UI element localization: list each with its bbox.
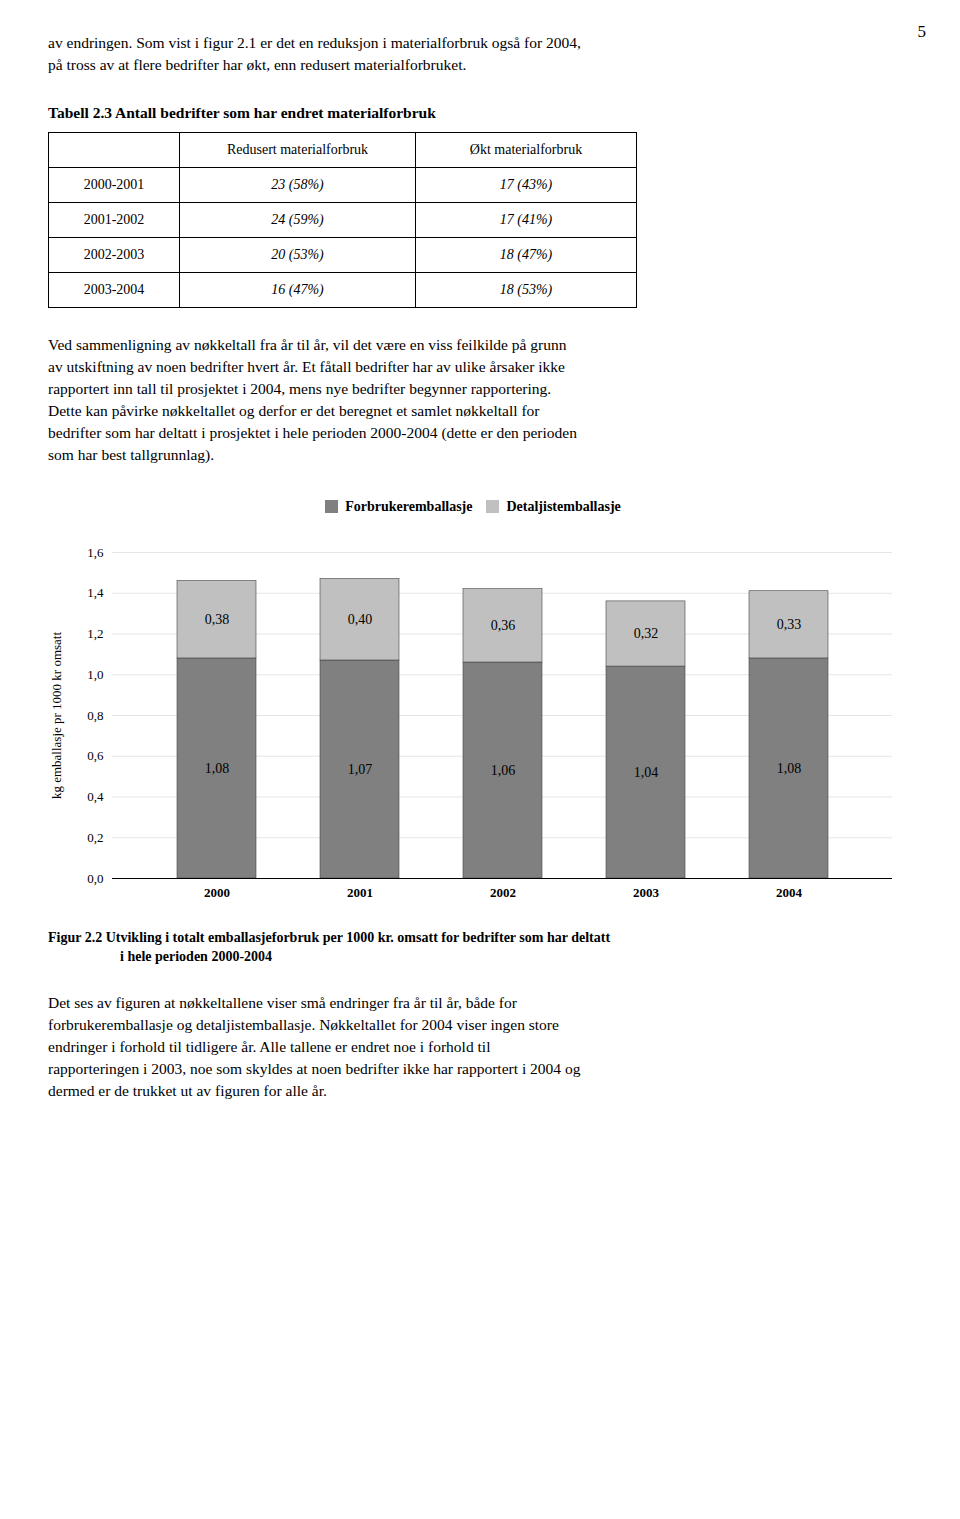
- svg-text:2000: 2000: [204, 885, 230, 900]
- svg-text:2003: 2003: [633, 885, 660, 900]
- html-text:2000-2001: 2000-2001: [83, 177, 145, 192]
- svg-text:0,40: 0,40: [348, 612, 373, 627]
- svg-text:1,06: 1,06: [491, 763, 516, 778]
- html-text:av utskiftning av noen bedrift: av utskiftning av noen bedrifter hvert å…: [48, 358, 565, 375]
- html-text:som har best tallgrunnlag).: som har best tallgrunnlag).: [48, 446, 215, 463]
- html-text:Dette kan påvirke nøkkeltallet: Dette kan påvirke nøkkeltallet og derfor…: [48, 402, 540, 419]
- html-text:17 (41%): 17 (41%): [499, 212, 553, 227]
- html-text:Tabell 2.3 Antall bedrifter so: Tabell 2.3 Antall bedrifter som har endr…: [48, 104, 436, 121]
- svg-text:2001: 2001: [347, 885, 373, 900]
- svg-text:0,0: 0,0: [87, 871, 103, 886]
- svg-text:2004: 2004: [776, 885, 803, 900]
- html-text:2001-2002: 2001-2002: [83, 212, 145, 227]
- svg-text:0,6: 0,6: [87, 748, 104, 763]
- svg-text:kg emballasje pr 1000 kr omsat: kg emballasje pr 1000 kr omsatt: [49, 632, 64, 800]
- svg-text:1,2: 1,2: [87, 626, 103, 641]
- html-text:på tross av at flere bedrifter: på tross av at flere bedrifter har økt, …: [48, 56, 467, 73]
- html-text:Det ses av figuren at nøkkelta: Det ses av figuren at nøkkeltallene vise…: [48, 994, 517, 1011]
- html-text:Økt materialforbruk: Økt materialforbruk: [469, 142, 583, 157]
- svg-text:1,6: 1,6: [87, 545, 104, 560]
- html-text:dermed er de trukket ut av fig: dermed er de trukket ut av figuren for a…: [48, 1082, 327, 1099]
- html-text:endringer i forhold til tidlig: endringer i forhold til tidligere år. Al…: [48, 1038, 491, 1055]
- html-text:24 (59%): 24 (59%): [271, 212, 324, 227]
- html-text:av endringen. Som vist i figur: av endringen. Som vist i figur 2.1 er de…: [48, 34, 581, 51]
- html-text:Ved sammenligning av nøkkeltal: Ved sammenligning av nøkkeltall fra år t…: [48, 336, 567, 353]
- html-text:Redusert materialforbruk: Redusert materialforbruk: [226, 142, 369, 157]
- html-text:5: 5: [917, 22, 926, 41]
- html-text:16 (47%): 16 (47%): [271, 282, 324, 297]
- svg-text:0,36: 0,36: [491, 618, 516, 633]
- html-text:20 (53%): 20 (53%): [271, 247, 324, 262]
- html-text:2002-2003: 2002-2003: [83, 247, 145, 262]
- html-text:Forbrukeremballasje: Forbrukeremballasje: [345, 498, 473, 514]
- html-text:17 (43%): 17 (43%): [499, 177, 553, 192]
- svg-text:1,08: 1,08: [777, 761, 802, 776]
- svg-text:0,32: 0,32: [634, 626, 659, 641]
- svg-text:0,4: 0,4: [87, 789, 104, 804]
- svg-text:1,08: 1,08: [205, 761, 230, 776]
- html-text:18 (53%): 18 (53%): [499, 282, 553, 297]
- html-text:2003-2004: 2003-2004: [83, 282, 145, 297]
- html-text:18 (47%): 18 (47%): [499, 247, 553, 262]
- html-text:23 (58%): 23 (58%): [271, 177, 324, 192]
- html-text:i hele perioden 2000-2004: i hele perioden 2000-2004: [120, 949, 272, 964]
- svg-text:1,4: 1,4: [87, 585, 104, 600]
- svg-text:2002: 2002: [490, 885, 516, 900]
- html-text:Figur 2.2 Utvikling i totalt e: Figur 2.2 Utvikling i totalt emballasjef…: [48, 930, 610, 945]
- svg-text:0,38: 0,38: [205, 612, 230, 627]
- html-text:forbrukeremballasje og detalji: forbrukeremballasje og detaljistemballas…: [48, 1016, 559, 1033]
- html-text:bedrifter som har deltatt i pr: bedrifter som har deltatt i prosjektet i…: [48, 424, 577, 441]
- svg-text:1,04: 1,04: [634, 765, 659, 780]
- svg-text:0,33: 0,33: [777, 617, 802, 632]
- svg-text:0,2: 0,2: [87, 830, 103, 845]
- svg-text:0,8: 0,8: [87, 708, 103, 723]
- html-text:rapportert inn tall til prosje: rapportert inn tall til prosjektet i 200…: [48, 380, 552, 397]
- html-text:Detaljistemballasje: Detaljistemballasje: [506, 498, 621, 514]
- svg-text:1,07: 1,07: [348, 762, 373, 777]
- svg-text:1,0: 1,0: [87, 667, 103, 682]
- html-text:rapporteringen i 2003, noe som: rapporteringen i 2003, noe som skyldes a…: [48, 1060, 581, 1077]
